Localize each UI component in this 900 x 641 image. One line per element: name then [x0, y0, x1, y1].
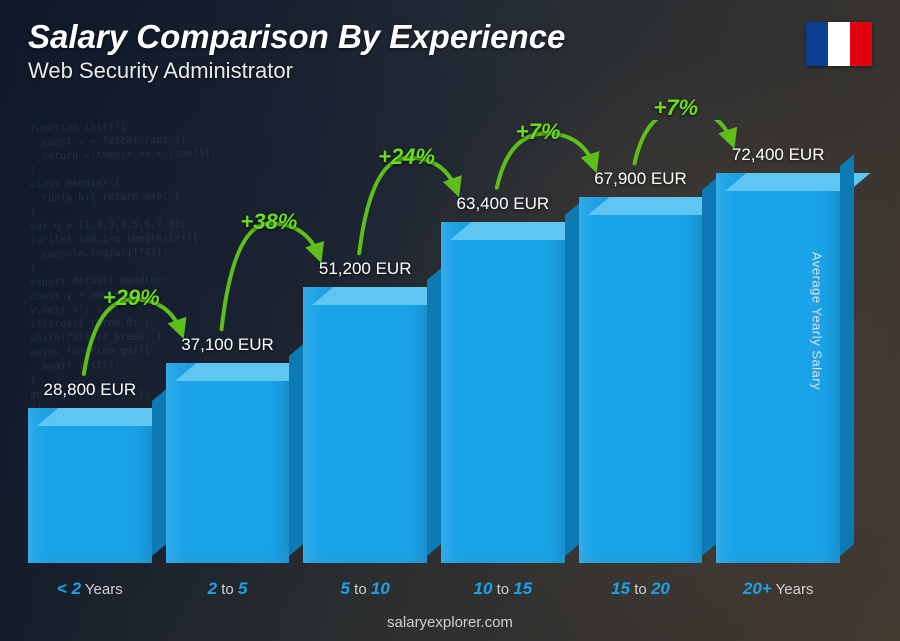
xlabel-value: 15: [611, 579, 630, 598]
bar: [28, 408, 152, 563]
flag-france: [806, 22, 872, 66]
growth-percent-label: +7%: [653, 95, 698, 121]
bar-slot: 51,200 EUR: [303, 259, 427, 563]
page-title: Salary Comparison By Experience: [28, 18, 872, 56]
x-axis-label: 2 to 5: [166, 579, 290, 599]
bar-side-face: [152, 389, 166, 556]
flag-stripe-red: [850, 22, 872, 66]
xlabel-unit: Years: [81, 581, 123, 598]
bar-side-face: [702, 179, 716, 556]
xlabel-value: 5: [238, 579, 247, 598]
bar-value-label: 51,200 EUR: [319, 259, 412, 279]
page-subtitle: Web Security Administrator: [28, 58, 872, 84]
xlabel-value: 15: [513, 579, 532, 598]
bar-value-label: 37,100 EUR: [181, 335, 274, 355]
bar-value-label: 67,900 EUR: [594, 169, 687, 189]
bar-slot: 63,400 EUR: [441, 194, 565, 563]
bar-value-label: 63,400 EUR: [457, 194, 550, 214]
bar-chart: 28,800 EUR 37,100 EUR 51,200 EUR 63,400 EUR…: [28, 120, 840, 563]
xlabel-value: 10: [371, 579, 390, 598]
growth-percent-label: +7%: [516, 119, 561, 145]
bar-front: [303, 287, 427, 563]
flag-stripe-white: [828, 22, 850, 66]
xlabel-value: 20: [651, 579, 670, 598]
bar-slot: 37,100 EUR: [166, 335, 290, 563]
xlabel-separator: to: [492, 581, 513, 598]
xlabel-separator: to: [217, 581, 238, 598]
xlabel-separator: to: [630, 581, 651, 598]
flag-stripe-blue: [806, 22, 828, 66]
x-axis-labels: < 2 Years2 to 55 to 1010 to 1515 to 2020…: [28, 579, 840, 599]
bar-front: [28, 408, 152, 563]
xlabel-separator: to: [350, 581, 371, 598]
header: Salary Comparison By Experience Web Secu…: [28, 18, 872, 84]
bar-value-label: 72,400 EUR: [732, 145, 825, 165]
footer-credit: salaryexplorer.com: [0, 614, 900, 631]
growth-percent-label: +29%: [103, 285, 160, 311]
xlabel-value: < 2: [57, 579, 81, 598]
bar: [441, 222, 565, 563]
xlabel-value: 5: [341, 579, 350, 598]
x-axis-label: 5 to 10: [303, 579, 427, 599]
bar-front: [166, 363, 290, 563]
x-axis-label: 20+ Years: [716, 579, 840, 599]
bar-value-label: 28,800 EUR: [44, 380, 137, 400]
bar-side-face: [565, 203, 579, 556]
bar: [166, 363, 290, 563]
bar-side-face: [840, 154, 854, 556]
bar-front: [579, 197, 703, 563]
bar: [303, 287, 427, 563]
xlabel-value: 10: [474, 579, 493, 598]
y-axis-label: Average Yearly Salary: [809, 251, 824, 389]
bar-side-face: [427, 269, 441, 556]
xlabel-value: 20+: [743, 579, 772, 598]
growth-percent-label: +24%: [378, 144, 435, 170]
bar-slot: 28,800 EUR: [28, 380, 152, 563]
bar-slot: 67,900 EUR: [579, 169, 703, 563]
x-axis-label: 15 to 20: [579, 579, 703, 599]
x-axis-label: 10 to 15: [441, 579, 565, 599]
xlabel-value: 2: [208, 579, 217, 598]
xlabel-unit: Years: [772, 581, 814, 598]
bar: [579, 197, 703, 563]
bar-front: [441, 222, 565, 563]
x-axis-label: < 2 Years: [28, 579, 152, 599]
bar-side-face: [289, 344, 303, 556]
growth-percent-label: +38%: [240, 209, 297, 235]
